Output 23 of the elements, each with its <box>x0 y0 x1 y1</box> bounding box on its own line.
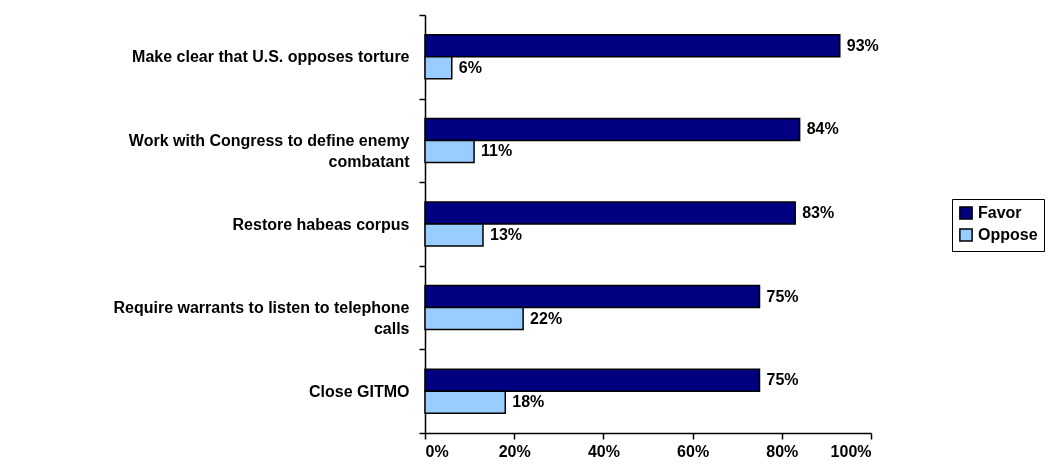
x-tick-label: 20% <box>498 442 531 460</box>
data-label: 93% <box>846 36 879 54</box>
legend-label: Favor <box>978 204 1022 221</box>
y-tick-label: Work with Congress to define enemy combatant <box>128 131 411 170</box>
data-label: 11% <box>481 142 513 160</box>
x-tick-label: 0% <box>425 442 449 460</box>
data-label: 83% <box>802 204 835 221</box>
y-tick-label: Make clear that U.S. opposes torture <box>132 48 410 66</box>
data-label: 84% <box>806 120 839 138</box>
x-tick-label: 60% <box>677 442 710 460</box>
x-tick-label: 80% <box>766 442 799 460</box>
data-label: 18% <box>512 393 545 411</box>
data-label: 6% <box>458 58 482 76</box>
x-tick-label: 40% <box>587 442 620 460</box>
y-tick-label: Require warrants to listen to telephone calls <box>113 299 410 338</box>
data-label: 13% <box>489 226 523 243</box>
x-tick-label: 100% <box>830 442 872 460</box>
y-tick-label: Close GITMO <box>309 382 410 400</box>
data-label: 75% <box>766 287 799 305</box>
y-tick-label: Restore habeas corpus <box>232 215 410 233</box>
data-label: 75% <box>766 371 799 389</box>
legend-label: Oppose <box>978 226 1038 243</box>
data-label: 22% <box>530 309 563 327</box>
